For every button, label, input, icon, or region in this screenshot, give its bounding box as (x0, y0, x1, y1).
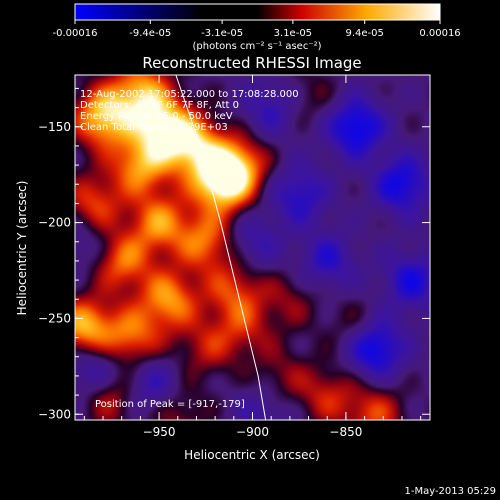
y-tick-label: −250 (38, 311, 71, 325)
colorbar-tick-label: 0.00016 (419, 28, 460, 39)
y-axis-title: Heliocentric Y (arcsec) (15, 181, 29, 316)
annotations: 12-Aug-2002 17:05:22.000 to 17:08:28.000… (80, 89, 299, 133)
colorbar-units: (photons cm⁻² s⁻¹ asec⁻²) (192, 41, 321, 52)
colorbar-tick-label: 9.4e-05 (346, 28, 384, 39)
footer-timestamp: 1-May-2013 05:29 (404, 486, 496, 497)
colorbar-tick-label: -9.4e-05 (129, 28, 171, 39)
chart-title: Reconstructed RHESSI Image (142, 54, 361, 72)
x-tick-label: −900 (236, 425, 269, 439)
colorbar-ticks: -0.00016 -9.4e-05 -3.1e-05 3.1e-05 9.4e-05 0.… (53, 20, 461, 39)
y-tick-label: −200 (38, 216, 71, 230)
colorbar-tick-label: -3.1e-05 (201, 28, 243, 39)
annotation-line: 12-Aug-2002 17:05:22.000 to 17:08:28.000 (80, 89, 299, 100)
axes: −950 −900 −850 −150 −200 −250 −300 (38, 75, 430, 439)
x-tick-label: −950 (143, 425, 176, 439)
x-tick-label: −850 (329, 425, 362, 439)
y-tick-label: −150 (38, 120, 71, 134)
x-axis-title: Heliocentric X (arcsec) (184, 448, 320, 462)
heatmap-area (75, 75, 430, 420)
heatmap-canvas (75, 75, 430, 420)
annotation-line: Energy Range: 25.0 - 50.0 keV (80, 111, 233, 122)
colorbar-tick-label: -0.00016 (53, 28, 98, 39)
colorbar-gradient (75, 4, 440, 20)
colorbar: -0.00016 -9.4e-05 -3.1e-05 3.1e-05 9.4e-05 0.… (53, 3, 461, 52)
colorbar-tick-label: 3.1e-05 (274, 28, 312, 39)
colorbar-frame (74, 3, 441, 21)
annotation-line: Detectors: 4F 5F 6F 7F 8F, Att 0 (80, 100, 239, 111)
solar-limb-curve (175, 75, 267, 420)
y-tick-label: −300 (38, 407, 71, 421)
annotation-line: Clean Total counts: 4.79E+03 (80, 122, 228, 133)
peak-position-label: Position of Peak = [-917,-179] (95, 399, 245, 410)
